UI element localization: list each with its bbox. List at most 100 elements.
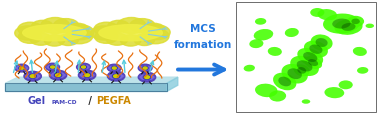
Circle shape <box>134 35 155 46</box>
Ellipse shape <box>332 19 351 29</box>
Text: /: / <box>85 95 96 105</box>
Polygon shape <box>5 78 178 83</box>
Circle shape <box>141 69 143 70</box>
Circle shape <box>50 71 67 80</box>
Circle shape <box>117 18 146 34</box>
Circle shape <box>79 66 82 67</box>
Circle shape <box>91 27 116 41</box>
Circle shape <box>51 68 54 69</box>
Circle shape <box>113 75 120 79</box>
Circle shape <box>85 74 90 77</box>
Ellipse shape <box>353 47 367 56</box>
Circle shape <box>114 75 119 78</box>
Circle shape <box>54 73 62 78</box>
Circle shape <box>106 34 128 46</box>
Ellipse shape <box>302 99 310 104</box>
Circle shape <box>31 77 34 79</box>
Circle shape <box>46 64 59 71</box>
Text: PAM-CD: PAM-CD <box>52 99 77 104</box>
Circle shape <box>80 75 83 76</box>
Circle shape <box>29 75 36 79</box>
Circle shape <box>23 69 26 70</box>
Ellipse shape <box>318 10 337 21</box>
Ellipse shape <box>308 60 318 66</box>
Circle shape <box>56 73 60 75</box>
Ellipse shape <box>297 61 313 72</box>
Circle shape <box>53 19 79 33</box>
Circle shape <box>48 68 51 69</box>
Circle shape <box>51 75 54 76</box>
Circle shape <box>41 18 70 34</box>
Circle shape <box>87 67 89 68</box>
Circle shape <box>26 76 29 77</box>
Ellipse shape <box>335 20 363 36</box>
Ellipse shape <box>269 91 286 102</box>
Circle shape <box>115 77 118 79</box>
Ellipse shape <box>357 67 368 74</box>
Circle shape <box>60 76 64 78</box>
Circle shape <box>23 67 26 68</box>
Circle shape <box>140 77 143 78</box>
Circle shape <box>16 68 19 69</box>
Circle shape <box>91 75 94 76</box>
Circle shape <box>54 68 57 69</box>
Ellipse shape <box>249 40 263 49</box>
Ellipse shape <box>285 29 299 38</box>
Ellipse shape <box>309 45 322 54</box>
Ellipse shape <box>278 77 291 87</box>
Circle shape <box>31 21 53 33</box>
Circle shape <box>89 73 93 75</box>
Circle shape <box>107 72 125 81</box>
Ellipse shape <box>23 25 86 42</box>
Circle shape <box>138 73 156 82</box>
Circle shape <box>35 75 38 76</box>
Circle shape <box>44 35 65 47</box>
Circle shape <box>78 71 96 80</box>
Circle shape <box>30 75 35 78</box>
Circle shape <box>31 74 34 76</box>
Circle shape <box>107 65 121 72</box>
Circle shape <box>17 67 20 68</box>
Ellipse shape <box>323 14 360 34</box>
Circle shape <box>56 74 60 77</box>
Circle shape <box>142 67 148 70</box>
Circle shape <box>117 68 120 69</box>
Circle shape <box>27 77 30 79</box>
Ellipse shape <box>324 87 344 98</box>
Circle shape <box>15 65 29 72</box>
Circle shape <box>118 77 121 79</box>
Circle shape <box>109 76 112 77</box>
Circle shape <box>139 68 142 69</box>
Circle shape <box>151 77 154 78</box>
Ellipse shape <box>304 57 322 69</box>
Ellipse shape <box>268 47 282 56</box>
Circle shape <box>144 66 146 68</box>
Circle shape <box>19 31 42 44</box>
Circle shape <box>110 67 113 68</box>
Circle shape <box>146 75 149 77</box>
Circle shape <box>51 66 54 67</box>
Circle shape <box>109 68 111 69</box>
Ellipse shape <box>339 81 353 89</box>
Circle shape <box>94 31 118 44</box>
Circle shape <box>47 67 50 68</box>
Circle shape <box>51 66 54 69</box>
Circle shape <box>116 67 119 68</box>
Circle shape <box>144 26 170 40</box>
Ellipse shape <box>352 19 360 25</box>
Circle shape <box>116 69 119 70</box>
Circle shape <box>84 73 91 78</box>
Circle shape <box>121 35 141 47</box>
Circle shape <box>27 75 30 76</box>
Circle shape <box>142 78 145 79</box>
Text: MCS: MCS <box>190 24 216 33</box>
Circle shape <box>53 73 56 75</box>
Circle shape <box>110 69 113 70</box>
Ellipse shape <box>294 65 310 77</box>
Ellipse shape <box>316 39 328 48</box>
Circle shape <box>81 66 86 69</box>
Circle shape <box>115 74 118 76</box>
Circle shape <box>147 69 149 70</box>
Circle shape <box>143 67 147 70</box>
Circle shape <box>30 34 52 46</box>
